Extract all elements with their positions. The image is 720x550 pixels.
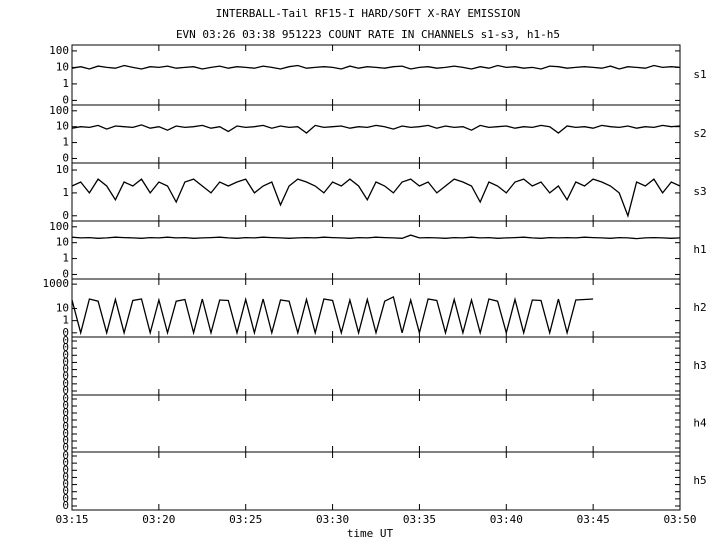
y-tick-label: 1 xyxy=(62,136,69,149)
y-tick-label: 0 xyxy=(62,334,69,347)
y-tick-label: 100 xyxy=(49,44,69,57)
y-tick-label: 0 xyxy=(62,392,69,405)
y-tick-label: 0 xyxy=(62,355,69,368)
y-tick-label: 10 xyxy=(56,236,69,249)
channel-label: h3 xyxy=(693,359,706,372)
y-tick-label: 0 xyxy=(62,363,69,376)
data-line xyxy=(71,124,681,134)
y-tick-label: 1000 xyxy=(43,277,70,290)
x-axis-label: time UT xyxy=(347,527,394,540)
y-tick-label: 0 xyxy=(62,499,69,512)
y-tick-label: 0 xyxy=(62,406,69,419)
y-tick-label: 0 xyxy=(62,413,69,426)
chart-title: INTERBALL-Tail RF15-I HARD/SOFT X-RAY EM… xyxy=(216,7,521,20)
y-tick-label: 0 xyxy=(62,151,69,164)
y-tick-label: 1 xyxy=(62,252,69,265)
y-tick-label: 0 xyxy=(62,449,69,462)
y-tick-label: 0 xyxy=(62,441,69,454)
y-tick-label: 10 xyxy=(56,60,69,73)
x-tick-label: 03:25 xyxy=(229,513,262,526)
y-tick-label: 10 xyxy=(56,163,69,176)
channel-label: h2 xyxy=(693,301,706,314)
x-tick-label: 03:45 xyxy=(577,513,610,526)
channel-label: h1 xyxy=(693,243,706,256)
channel-label: s2 xyxy=(693,127,706,140)
y-tick-label: 1 xyxy=(62,77,69,90)
y-tick-label: 0 xyxy=(62,434,69,447)
chart-subtitle: EVN 03:26 03:38 951223 COUNT RATE IN CHA… xyxy=(176,28,560,41)
y-tick-label: 0 xyxy=(62,377,69,390)
channel-label: h5 xyxy=(693,474,706,487)
y-tick-label: 0 xyxy=(62,341,69,354)
y-tick-label: 0 xyxy=(62,93,69,106)
y-tick-label: 0 xyxy=(62,267,69,280)
y-tick-label: 0 xyxy=(62,399,69,412)
y-tick-label: 0 xyxy=(62,384,69,397)
panel-frame xyxy=(71,451,681,511)
channel-label: h4 xyxy=(693,417,707,430)
y-tick-label: 0 xyxy=(62,209,69,222)
x-tick-label: 03:40 xyxy=(490,513,523,526)
y-tick-label: 0 xyxy=(62,478,69,491)
y-tick-label: 1 xyxy=(62,186,69,199)
x-tick-label: 03:30 xyxy=(316,513,349,526)
y-tick-label: 0 xyxy=(62,370,69,383)
x-tick-label: 03:50 xyxy=(663,513,696,526)
x-tick-label: 03:35 xyxy=(403,513,436,526)
data-line xyxy=(71,295,594,336)
x-tick-label: 03:20 xyxy=(142,513,175,526)
y-tick-label: 100 xyxy=(49,220,69,233)
y-tick-label: 1 xyxy=(62,314,69,327)
channel-label: s3 xyxy=(693,185,706,198)
y-tick-label: 10 xyxy=(56,301,69,314)
y-tick-label: 0 xyxy=(62,427,69,440)
y-tick-label: 0 xyxy=(62,485,69,498)
x-tick-label: 03:15 xyxy=(55,513,88,526)
y-tick-label: 0 xyxy=(62,326,69,339)
y-tick-label: 0 xyxy=(62,348,69,361)
y-tick-label: 10 xyxy=(56,120,69,133)
y-tick-label: 0 xyxy=(62,492,69,505)
y-tick-label: 0 xyxy=(62,420,69,433)
data-line xyxy=(71,234,681,240)
y-tick-label: 100 xyxy=(49,104,69,117)
y-tick-label: 0 xyxy=(62,470,69,483)
channel-label: s1 xyxy=(693,68,706,81)
y-tick-label: 0 xyxy=(62,456,69,469)
data-line xyxy=(71,64,681,70)
y-tick-label: 0 xyxy=(62,463,69,476)
data-line xyxy=(71,178,681,218)
